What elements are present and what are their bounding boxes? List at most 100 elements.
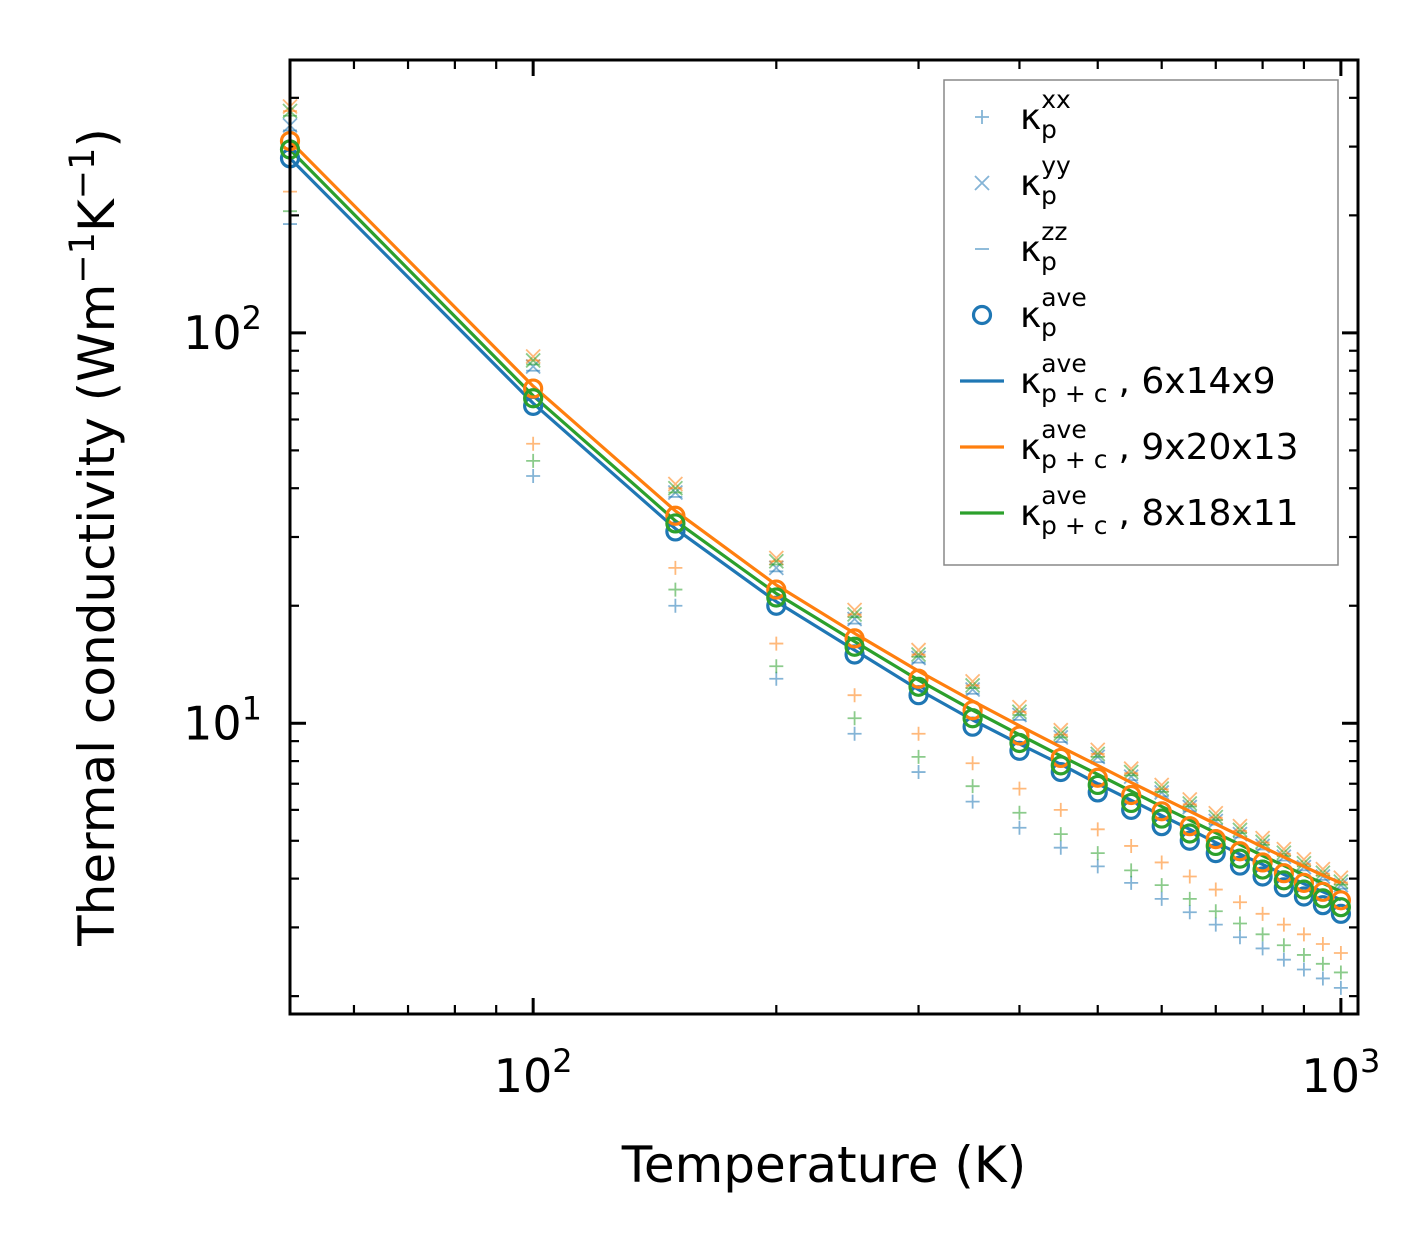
y-tick-label-exp: 1 bbox=[242, 689, 262, 727]
kave-point bbox=[1205, 835, 1226, 857]
kxx-point bbox=[1154, 891, 1169, 906]
kxx-point bbox=[1315, 956, 1330, 971]
y-axis-label-end: ) bbox=[68, 128, 126, 148]
kave-point bbox=[844, 628, 865, 649]
kxx-point bbox=[1208, 882, 1223, 897]
kxx-point bbox=[1012, 781, 1027, 796]
legend-sup: ave bbox=[1041, 481, 1087, 510]
legend-label: κave p bbox=[1020, 283, 1087, 342]
kxx-point bbox=[847, 726, 862, 741]
kxx-point bbox=[911, 765, 926, 780]
x-tick-label-exp: 3 bbox=[1360, 1042, 1380, 1080]
legend-sup: ave bbox=[1041, 415, 1087, 444]
kxx-point bbox=[1315, 971, 1330, 986]
kxx-point bbox=[769, 671, 784, 686]
legend-sup: zz bbox=[1041, 217, 1067, 246]
kave-point bbox=[1121, 784, 1142, 806]
legend-sub: p + c bbox=[1041, 379, 1107, 408]
kave-point bbox=[1273, 877, 1294, 898]
kxx-point bbox=[1333, 945, 1348, 960]
kxx-point bbox=[1208, 904, 1223, 919]
axes-frame bbox=[288, 58, 1360, 1016]
y-tick-label-base: 10 bbox=[183, 306, 242, 360]
y-tick-label-exp: 2 bbox=[242, 299, 262, 337]
kave-point bbox=[1229, 848, 1251, 869]
y-axis-label-main: Thermal conductivity (Wm bbox=[68, 284, 126, 947]
kxx-point bbox=[1255, 927, 1270, 942]
kyy-point bbox=[1053, 726, 1069, 742]
kxx-point bbox=[1182, 905, 1197, 920]
kyy-point bbox=[846, 606, 863, 623]
kxx-point bbox=[1124, 875, 1139, 890]
legend-sup: xx bbox=[1041, 85, 1071, 114]
kxx-point bbox=[1296, 947, 1311, 962]
kxx-point bbox=[668, 582, 683, 597]
kpc-line-9x20x13 bbox=[288, 139, 1342, 885]
kxx-point bbox=[965, 779, 980, 794]
kave-point bbox=[1330, 903, 1351, 924]
legend-plus-marker bbox=[975, 110, 989, 124]
legend-sup: ave bbox=[1041, 349, 1087, 378]
kyy-point bbox=[964, 677, 981, 694]
kave-point bbox=[844, 636, 865, 657]
kyy-point bbox=[910, 646, 927, 663]
legend-label: κave p + c , 9x20x13 bbox=[1020, 415, 1299, 474]
legend-circle-marker bbox=[971, 304, 993, 326]
legend-base: κ bbox=[1020, 229, 1041, 270]
kave-point bbox=[1179, 823, 1200, 844]
y-axis-label-sup1: −1 bbox=[63, 232, 103, 284]
legend-sub: p bbox=[1041, 181, 1057, 210]
x-tick-label-base: 10 bbox=[494, 1049, 553, 1103]
kxx-point bbox=[1012, 805, 1027, 820]
kave-point bbox=[1087, 782, 1108, 803]
kxx-point bbox=[1232, 930, 1247, 945]
kave-point bbox=[1293, 872, 1315, 894]
kave-point bbox=[962, 708, 983, 729]
y-axis-label-sup2: −1 bbox=[63, 148, 103, 200]
kxx-point bbox=[1053, 840, 1068, 855]
kave-point bbox=[1293, 886, 1315, 907]
kxx-point bbox=[1090, 846, 1105, 861]
kave-point bbox=[766, 587, 787, 608]
kxx-point bbox=[1333, 980, 1348, 995]
legend-base: κ bbox=[1020, 361, 1041, 402]
kave-point bbox=[1009, 740, 1030, 761]
y-axis-label: Thermal conductivity (Wm−1K−1) bbox=[63, 128, 126, 947]
legend-entry: κyy p bbox=[974, 151, 1071, 210]
kxx-point bbox=[668, 560, 683, 575]
kave-point bbox=[1151, 801, 1172, 822]
kave-point bbox=[665, 505, 686, 526]
kave-point bbox=[1273, 870, 1294, 891]
kave-point bbox=[523, 378, 544, 399]
y-axis-label-mid: K bbox=[68, 198, 126, 232]
kave-point bbox=[1121, 799, 1142, 820]
kxx-point bbox=[1255, 906, 1270, 921]
legend-box bbox=[943, 79, 1339, 566]
legend-label: κyy p bbox=[1020, 151, 1071, 210]
legend-entry: κave p + c , 8x18x11 bbox=[960, 481, 1299, 540]
kave-point bbox=[1050, 755, 1071, 776]
kave-point bbox=[1252, 866, 1273, 887]
kyy-point bbox=[768, 550, 784, 566]
kxx-point bbox=[769, 659, 784, 674]
legend-suffix: , 6x14x9 bbox=[1119, 361, 1276, 402]
kyy-point bbox=[1154, 781, 1170, 797]
kxx-point bbox=[1315, 937, 1330, 952]
x-tick-label: 103 bbox=[1301, 1042, 1380, 1103]
kyy-point bbox=[1090, 746, 1106, 762]
kxx-point bbox=[1154, 855, 1169, 870]
kxx-point bbox=[526, 436, 541, 451]
kyy-point bbox=[1011, 704, 1028, 720]
kxx-point bbox=[1124, 838, 1139, 853]
kave-point bbox=[1312, 881, 1333, 902]
kave-point bbox=[1205, 828, 1226, 850]
kxx-point bbox=[847, 688, 862, 703]
kyy-point bbox=[1276, 845, 1292, 861]
legend-base: κ bbox=[1020, 97, 1041, 138]
legend-sub: p + c bbox=[1041, 445, 1107, 474]
kxx-point bbox=[1208, 917, 1223, 932]
kave-point bbox=[1087, 767, 1108, 788]
x-tick-label: 102 bbox=[494, 1042, 573, 1103]
legend-sub: p bbox=[1041, 313, 1057, 342]
